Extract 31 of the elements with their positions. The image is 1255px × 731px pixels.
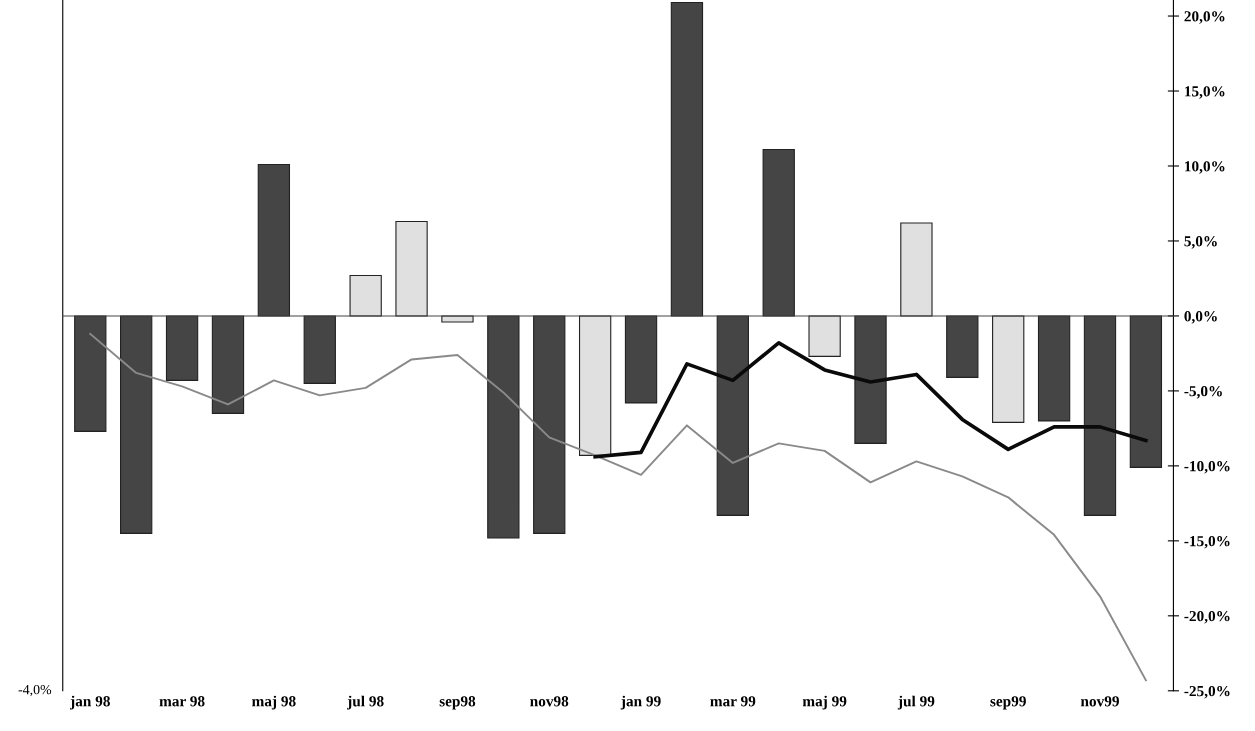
x-tick-label: mar 98 (159, 696, 205, 707)
y-tick-label: 15,0% (1185, 86, 1225, 99)
y-tick-label: 0,0% (1184, 311, 1217, 324)
x-tick-label: sep99 (990, 696, 1026, 710)
bar (900, 222, 933, 317)
y-tick-label: 20,0% (1184, 11, 1225, 24)
x-tick-label: jan 98 (70, 695, 110, 710)
bar (808, 315, 841, 357)
bar (349, 274, 382, 317)
x-tick-label: jul 99 (897, 695, 935, 710)
y-tick-label: 10,0% (1185, 161, 1225, 174)
bar (578, 315, 612, 456)
x-tick-label: mar 99 (710, 696, 756, 707)
y-tick-label: -5,0% (1184, 386, 1222, 399)
x-tick-label: sep98 (439, 696, 476, 710)
x-tick-label: jan 99 (620, 695, 661, 710)
bar (992, 315, 1025, 423)
bar (395, 220, 428, 317)
x-tick-label: maj 98 (252, 695, 296, 710)
y-tick-label: -25,0% (1184, 685, 1230, 699)
text: -4,0% (18, 684, 52, 697)
line-series (593, 341, 1148, 459)
x-tick-label: maj 99 (802, 695, 847, 710)
x-tick-label: nov99 (1080, 696, 1119, 707)
x-tick-label: nov98 (530, 696, 569, 707)
y-tick-label: 5,0% (1184, 236, 1217, 249)
y-tick-label: -15,0% (1184, 535, 1230, 549)
y-tick-label: -10,0% (1184, 461, 1230, 474)
x-tick-label: jul 98 (347, 695, 384, 710)
y-tick-label: -20,0% (1184, 610, 1230, 624)
line-series (89, 332, 1147, 682)
